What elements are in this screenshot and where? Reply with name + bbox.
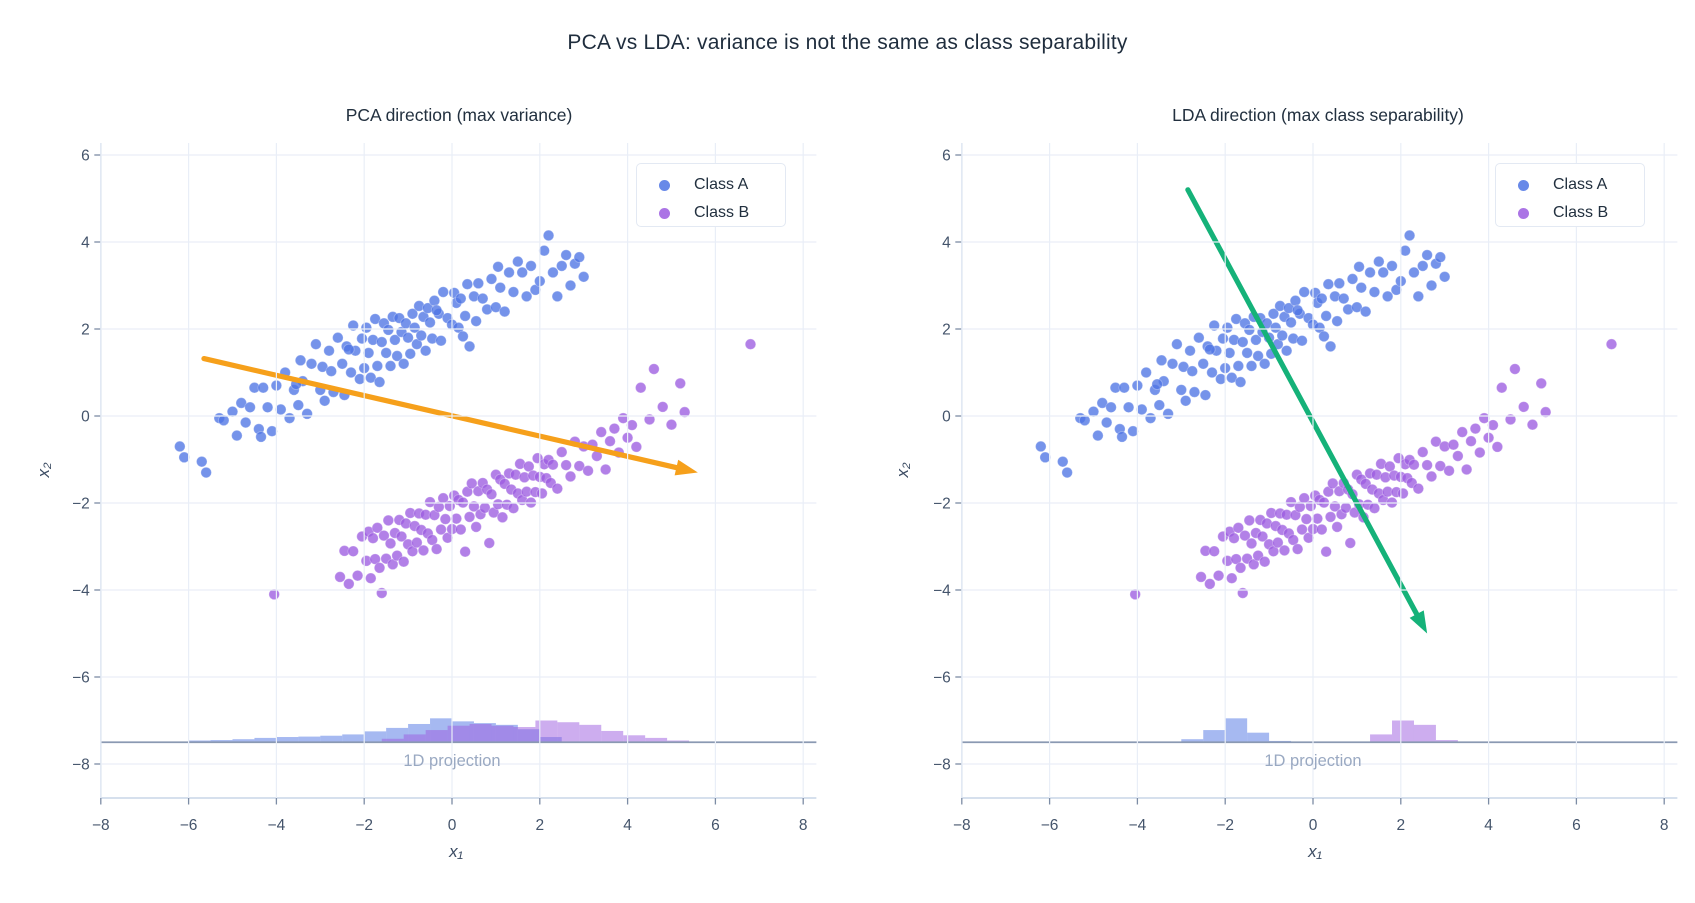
- lda-projection-histogram-class-a: [1181, 718, 1292, 743]
- lda-tick-labels: −8 −6 −4 −2 0 2 4 6 8 6 4 2 0 −2 −4 −6 −8: [933, 148, 1668, 835]
- lda-x-tick-label: −6: [1041, 817, 1059, 834]
- lda-gridlines: [961, 143, 1678, 798]
- pca-direction-arrow: [201, 355, 698, 476]
- lda-scatter-class-b: [1129, 338, 1618, 601]
- legend-item-class-b: Class B: [637, 202, 749, 224]
- lda-y-tick-label: 2: [942, 322, 951, 339]
- pca-y-tick-label: −8: [72, 757, 90, 774]
- pca-y-tick-label: −6: [72, 670, 90, 687]
- lda-direction-arrow: [1185, 187, 1428, 634]
- pca-tick-marks: [94, 154, 804, 805]
- legend-label-class-a: Class A: [1553, 176, 1608, 193]
- legend-item-class-a: Class A: [1496, 174, 1607, 196]
- lda-projection-histogram-class-b: [1370, 720, 1458, 743]
- legend-lda: Class A Class B: [1495, 163, 1645, 227]
- pca-x-tick-label: 4: [623, 817, 632, 834]
- pca-y-tick-label: 6: [81, 148, 90, 165]
- lda-y-tick-label: 6: [942, 148, 951, 165]
- pca-y-tick-label: −4: [72, 583, 90, 600]
- pca-x-tick-label: 6: [711, 817, 720, 834]
- pca-x-tick-label: 8: [799, 817, 808, 834]
- lda-tick-marks: [955, 154, 1665, 805]
- legend-item-class-a: Class A: [637, 174, 748, 196]
- legend-pca: Class A Class B: [636, 163, 786, 227]
- lda-x-tick-label: 2: [1396, 817, 1405, 834]
- lda-x-tick-label: −4: [1129, 817, 1147, 834]
- pca-tick-labels: −8 −6 −4 −2 0 2 4 6 8 6 4 2 0 −2 −4 −6 −8: [72, 148, 807, 835]
- lda-y-tick-label: −4: [933, 583, 951, 600]
- legend-item-class-b: Class B: [1496, 202, 1608, 224]
- pca-x-tick-label: 2: [535, 817, 544, 834]
- pca-y-tick-label: 4: [81, 235, 90, 252]
- pca-projection-histogram-class-b: [381, 720, 690, 743]
- lda-y-tick-label: −8: [933, 757, 951, 774]
- lda-x-tick-label: 8: [1660, 817, 1669, 834]
- class-a-marker-icon: [659, 179, 670, 191]
- lda-x-tick-label: −2: [1216, 817, 1234, 834]
- class-b-marker-icon: [1518, 207, 1529, 219]
- legend-label-class-a: Class A: [694, 176, 749, 193]
- lda-y-tick-label: 4: [942, 235, 951, 252]
- lda-y-tick-label: 0: [942, 409, 951, 426]
- pca-y-tick-label: 0: [81, 409, 90, 426]
- lda-y-tick-label: −6: [933, 670, 951, 687]
- pca-x-tick-label: −4: [268, 817, 286, 834]
- class-b-marker-icon: [659, 207, 670, 219]
- lda-scatter-class-a: [1035, 229, 1451, 479]
- pca-x-tick-label: −8: [92, 817, 110, 834]
- lda-x-tick-label: 6: [1572, 817, 1581, 834]
- pca-x-tick-label: −6: [180, 817, 198, 834]
- pca-x-tick-label: −2: [355, 817, 373, 834]
- pca-subplot: −8 −6 −4 −2 0 2 4 6 8 6 4 2 0 −2 −4 −6 −8: [72, 143, 817, 835]
- lda-y-tick-label: −2: [933, 496, 951, 513]
- lda-x-tick-label: 4: [1484, 817, 1493, 834]
- lda-x-tick-label: 0: [1309, 817, 1318, 834]
- legend-label-class-b: Class B: [694, 204, 750, 221]
- lda-x-tick-label: −8: [953, 817, 971, 834]
- pca-y-tick-label: 2: [81, 322, 90, 339]
- lda-subplot: −8 −6 −4 −2 0 2 4 6 8 6 4 2 0 −2 −4 −6 −8: [933, 143, 1678, 835]
- legend-label-class-b: Class B: [1553, 204, 1609, 221]
- pca-x-tick-label: 0: [448, 817, 457, 834]
- pca-gridlines: [100, 143, 817, 798]
- class-a-marker-icon: [1518, 179, 1529, 191]
- pca-scatter-class-a: [174, 229, 590, 479]
- pca-y-tick-label: −2: [72, 496, 90, 513]
